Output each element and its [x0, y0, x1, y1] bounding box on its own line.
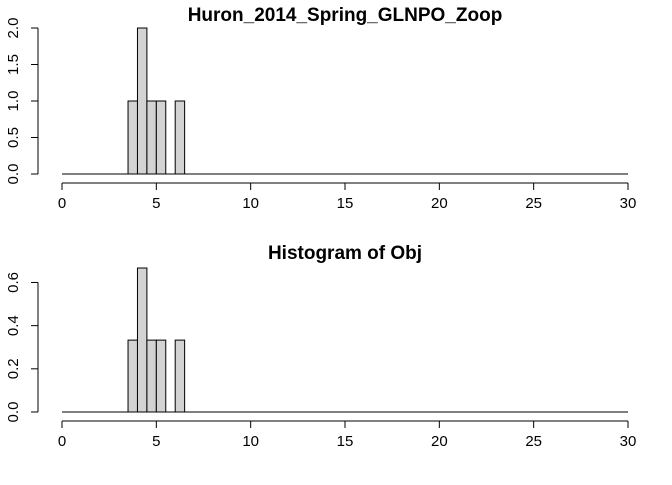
- y-tick-label: 1.0: [5, 91, 22, 112]
- histogram-panel-bottom: Histogram of Obj 0 5 10 15 20 25 30 0.0 0.2 0.4 0.…: [5, 243, 636, 450]
- x-tick-label: 25: [525, 433, 542, 450]
- y-tick-label: 0.4: [5, 315, 22, 336]
- y-tick-label: 2.0: [5, 18, 22, 39]
- histogram-bar: [174, 339, 186, 413]
- histogram-bar: [136, 267, 148, 413]
- y-tick-label: 0.0: [5, 402, 22, 423]
- x-tick-label: 20: [431, 195, 448, 212]
- x-tick-label: 15: [337, 195, 354, 212]
- x-tick-label: 0: [58, 433, 66, 450]
- chart-title: Histogram of Obj: [268, 243, 422, 264]
- y-tick-label: 0.0: [5, 164, 22, 185]
- y-tick-label: 1.5: [5, 54, 22, 75]
- chart-title: Huron_2014_Spring_GLNPO_Zoop: [188, 5, 503, 26]
- x-tick-label: 5: [152, 433, 160, 450]
- histogram-bar: [146, 339, 157, 413]
- histogram-bar: [155, 339, 167, 413]
- histogram-bar: [155, 100, 167, 175]
- y-tick-label: 0.5: [5, 127, 22, 148]
- x-tick-label: 10: [242, 195, 259, 212]
- x-tick-label: 30: [620, 195, 637, 212]
- histogram-bar: [127, 100, 138, 175]
- histogram-bar: [174, 100, 186, 175]
- y-tick-label: 0.6: [5, 272, 22, 293]
- histogram-bar: [127, 339, 138, 413]
- x-tick-label: 10: [242, 433, 259, 450]
- histogram-bar: [136, 27, 148, 175]
- x-tick-label: 20: [431, 433, 448, 450]
- y-tick-label: 0.2: [5, 358, 22, 379]
- x-tick-label: 25: [525, 195, 542, 212]
- histogram-panel-top: Huron_2014_Spring_GLNPO_Zoop 0 5 10 15 20 25 3…: [5, 5, 636, 212]
- x-tick-label: 15: [337, 433, 354, 450]
- histogram-bar: [146, 100, 157, 175]
- x-tick-label: 30: [620, 433, 637, 450]
- x-tick-label: 5: [152, 195, 160, 212]
- x-tick-label: 0: [58, 195, 66, 212]
